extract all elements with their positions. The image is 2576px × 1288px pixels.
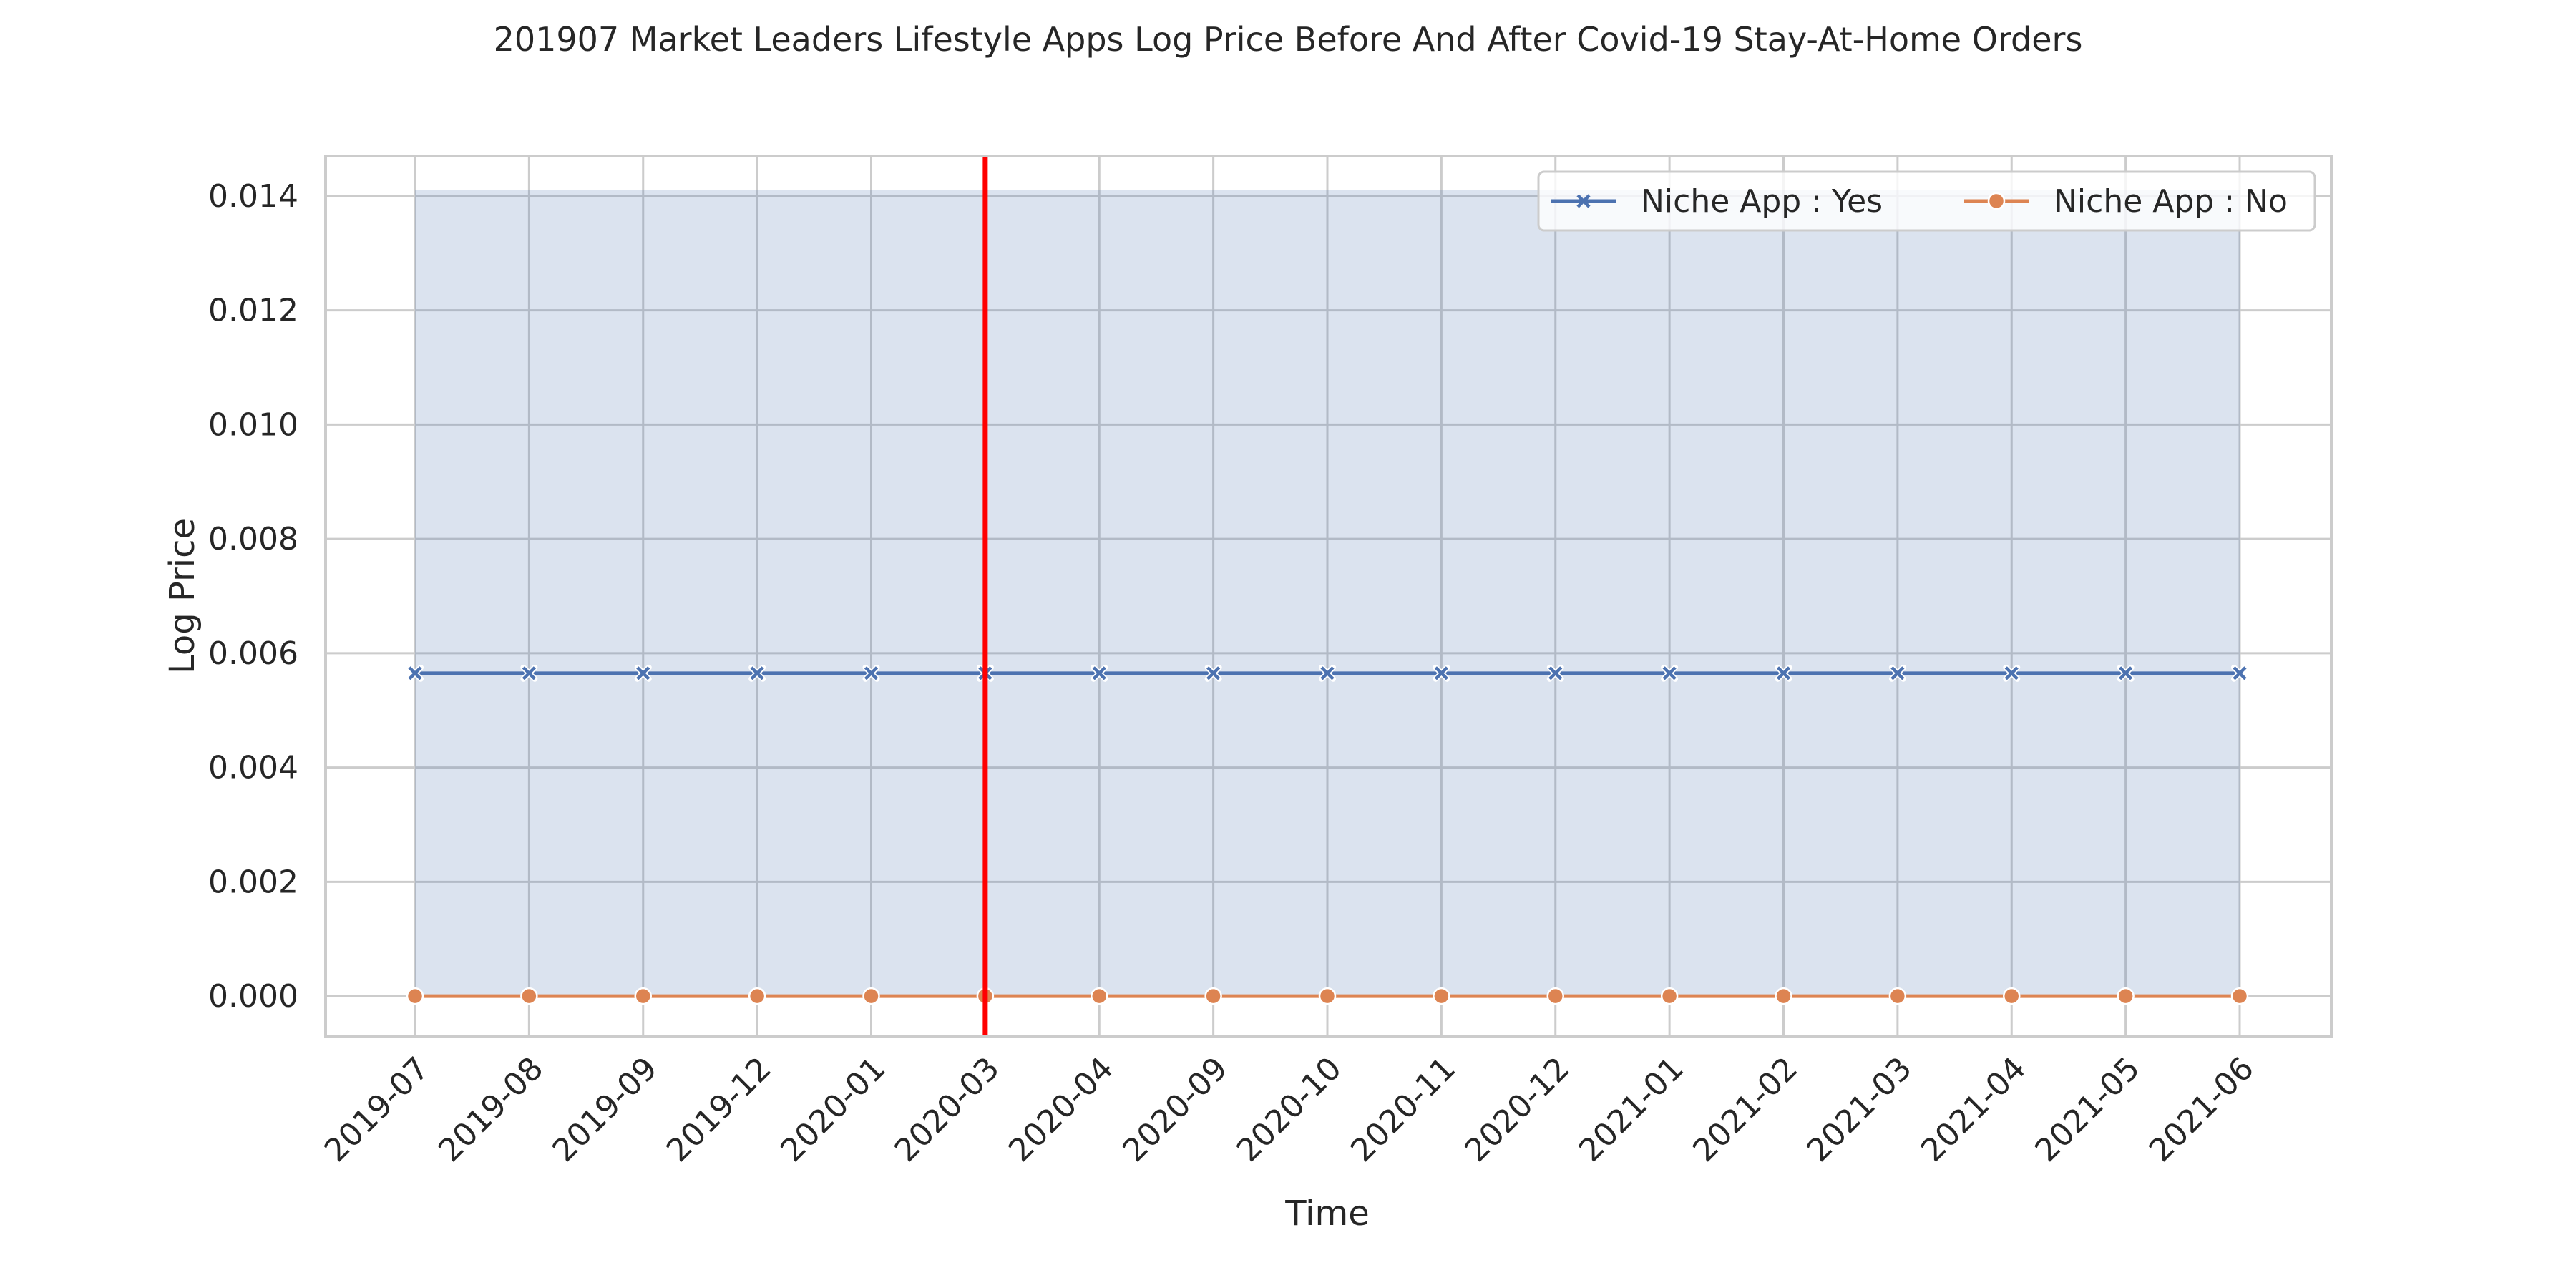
data-point — [2003, 987, 2021, 1005]
marker-cross — [1890, 666, 1905, 680]
x-tick-label: 2020-11 — [1344, 1050, 1463, 1169]
data-point — [1775, 987, 1792, 1005]
x-tick-label: 2020-04 — [1002, 1050, 1121, 1169]
data-point — [2117, 664, 2135, 682]
x-tick-label: 2019-09 — [545, 1050, 664, 1169]
legend-box — [1537, 170, 2316, 232]
plot-frame — [324, 155, 2333, 1038]
data-point — [1888, 987, 1907, 1005]
grid-lines — [326, 156, 2331, 1036]
legend-entry: Niche App : Yes — [1551, 183, 1883, 220]
marker-cross — [1434, 666, 1448, 680]
y-tick-label: 0.010 — [208, 406, 298, 443]
y-tick-label: 0.014 — [208, 178, 298, 215]
x-axis-ticks: 2019-072019-082019-092019-122020-012020-… — [318, 1050, 2261, 1169]
confidence-band — [415, 190, 2240, 997]
legend-label: Niche App : Yes — [1641, 183, 1883, 220]
data-point — [748, 987, 766, 1005]
data-point — [2003, 664, 2021, 682]
y-tick-label: 0.008 — [208, 521, 298, 557]
y-tick-label: 0.000 — [208, 978, 298, 1015]
data-point — [1318, 987, 1337, 1005]
y-axis-ticks: 0.000 0.002 0.004 0.006 0.008 0.010 0.012 0.014 — [208, 178, 298, 1015]
data-point — [520, 664, 538, 682]
y-tick-label: 0.002 — [208, 864, 298, 900]
marker-cross — [1320, 666, 1335, 680]
x-axis-label: Time — [1284, 1194, 1369, 1234]
data-point — [406, 664, 424, 682]
x-tick-label: 2021-02 — [1686, 1050, 1805, 1169]
data-point — [634, 987, 652, 1005]
data-point — [1660, 987, 1679, 1005]
x-tick-label: 2020-01 — [774, 1050, 892, 1169]
marker-cross — [408, 666, 422, 680]
x-tick-label: 2019-07 — [318, 1050, 436, 1169]
data-point — [1433, 987, 1450, 1005]
x-tick-label: 2021-04 — [1914, 1050, 2033, 1169]
legend-marker — [1576, 194, 1591, 208]
marker-cross — [1206, 666, 1221, 680]
data-point — [1204, 664, 1222, 682]
data-point — [1433, 664, 1450, 682]
x-tick-label: 2021-01 — [1572, 1050, 1691, 1169]
marker-cross — [864, 666, 879, 680]
legend-marker — [1987, 192, 2006, 210]
marker-cross — [2004, 666, 2019, 680]
y-tick-label: 0.006 — [208, 635, 298, 672]
data-point — [1091, 987, 1108, 1005]
marker-cross — [2119, 666, 2133, 680]
x-tick-label: 2019-08 — [431, 1050, 550, 1169]
marker-cross — [522, 666, 536, 680]
data-point — [1319, 664, 1336, 682]
chart-title: 201907 Market Leaders Lifestyle Apps Log… — [493, 20, 2083, 59]
marker-cross — [750, 666, 764, 680]
data-point — [1661, 664, 1679, 682]
data-point — [2231, 664, 2248, 682]
y-tick-label: 0.012 — [208, 293, 298, 329]
data-point — [1091, 664, 1108, 682]
x-tick-label: 2020-10 — [1230, 1050, 1349, 1169]
marker-cross — [1092, 666, 1106, 680]
data-point — [406, 987, 424, 1005]
marker-cross — [1662, 666, 1677, 680]
x-tick-label: 2020-03 — [888, 1050, 1007, 1169]
y-tick-label: 0.004 — [208, 750, 298, 786]
marker-cross — [1548, 666, 1563, 680]
data-point — [1775, 664, 1792, 682]
data-point — [1888, 664, 1906, 682]
series-markers — [406, 664, 2249, 1005]
data-point — [2117, 987, 2135, 1005]
data-point — [634, 664, 652, 682]
x-tick-label: 2021-03 — [1800, 1050, 1919, 1169]
x-tick-label: 2019-12 — [660, 1050, 779, 1169]
y-axis-label: Log Price — [162, 518, 203, 674]
marker-cross — [636, 666, 650, 680]
legend-entry: Niche App : No — [1964, 183, 2288, 220]
legend-label: Niche App : No — [2054, 183, 2288, 220]
data-point — [1546, 664, 1564, 682]
data-point — [862, 987, 880, 1005]
x-tick-label: 2021-05 — [2028, 1050, 2147, 1169]
data-point — [1204, 987, 1222, 1005]
data-point — [520, 987, 538, 1005]
x-tick-label: 2020-12 — [1458, 1050, 1576, 1169]
x-tick-label: 2020-09 — [1116, 1050, 1234, 1169]
data-point — [1546, 987, 1564, 1005]
x-tick-label: 2021-06 — [2142, 1050, 2261, 1169]
data-point — [2230, 987, 2249, 1005]
data-point — [748, 664, 766, 682]
marker-cross — [1776, 666, 1791, 680]
legend: Niche App : Yes Niche App : No — [1537, 170, 2316, 232]
marker-cross — [2233, 666, 2247, 680]
data-point — [862, 664, 880, 682]
ci-band — [415, 190, 2240, 997]
